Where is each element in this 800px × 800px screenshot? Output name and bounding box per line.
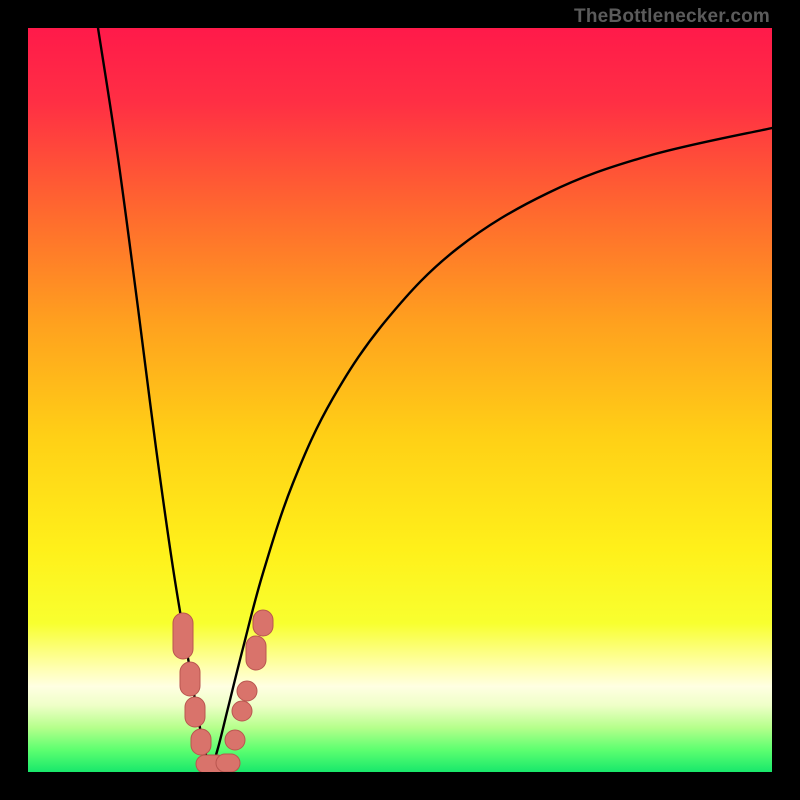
data-marker [173,613,193,659]
data-marker [253,610,273,636]
data-marker [185,697,205,727]
data-marker [232,701,252,721]
plot-area [28,28,772,772]
watermark-text: TheBottlenecker.com [574,6,770,28]
data-markers [173,610,273,772]
bottleneck-curve [98,28,772,772]
data-marker [191,729,211,755]
data-marker [246,636,266,670]
data-marker [237,681,257,701]
chart-container: { "watermark": { "text": "TheBottlenecke… [0,0,800,800]
data-marker [225,730,245,750]
data-marker [216,754,240,772]
curve-layer [28,28,772,772]
data-marker [180,662,200,696]
